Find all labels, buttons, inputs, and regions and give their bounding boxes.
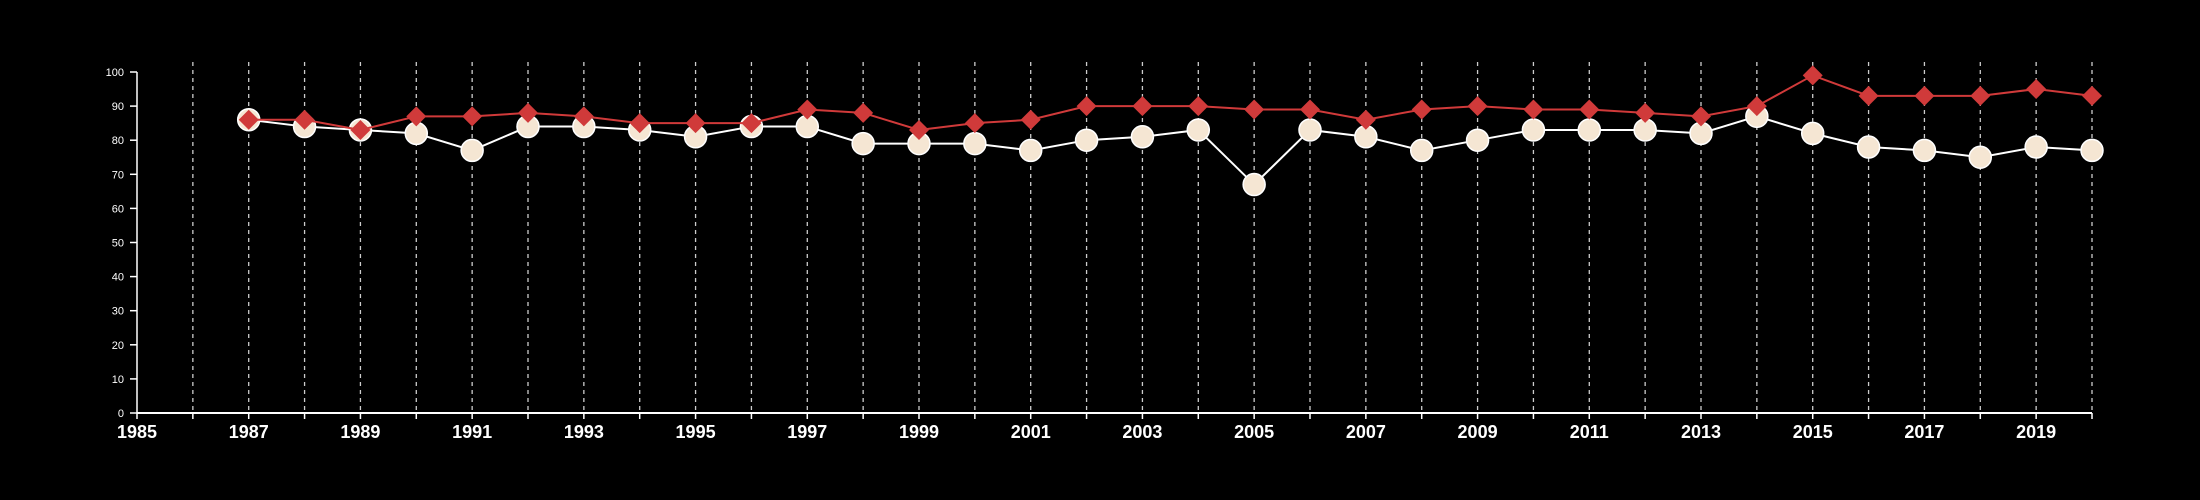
data-point-circle (1018, 138, 1043, 163)
x-tick-label: 1991 (452, 422, 492, 442)
data-point-diamond (685, 113, 706, 134)
data-point-circle (1521, 118, 1546, 142)
x-tick-label: 1987 (229, 422, 269, 442)
x-tick-label: 1997 (787, 422, 827, 442)
y-tick-label: 90 (112, 101, 124, 113)
data-point-diamond (1300, 99, 1320, 120)
data-point-circle (460, 138, 484, 163)
data-point-diamond (1355, 109, 1376, 130)
data-point-diamond (1076, 96, 1097, 117)
axes: 1985 1987 1989 1991 1993 1995 1997 1999 2001 2003… (106, 67, 2093, 442)
data-point-circle (1409, 138, 1434, 163)
data-point-diamond (350, 119, 371, 140)
data-point-diamond (1467, 96, 1488, 117)
x-tick-label: 1999 (899, 422, 939, 442)
y-tick-label: 10 (112, 374, 124, 386)
y-tick-label: 0 (118, 408, 124, 420)
data-point-circle (1577, 118, 1602, 142)
data-point-diamond (797, 99, 818, 120)
data-point-circle (1298, 118, 1322, 142)
data-point-diamond (294, 109, 315, 130)
data-point-diamond (1635, 102, 1656, 123)
data-series (236, 65, 2104, 197)
data-point-circle (1800, 121, 1825, 146)
y-tick-label: 40 (112, 272, 124, 284)
x-tick-label: 2017 (1904, 422, 1944, 442)
data-point-circle (851, 131, 875, 156)
data-point-diamond (1858, 85, 1879, 106)
data-point-circle (1186, 118, 1211, 142)
data-point-diamond (1914, 85, 1935, 106)
data-point-circle (2024, 135, 2048, 159)
x-tick-label: 2015 (1793, 422, 1833, 442)
data-point-diamond (1523, 99, 1544, 120)
x-tick-label: 2001 (1011, 422, 1051, 442)
x-tick-label: 1995 (676, 422, 716, 442)
y-tick-label: 100 (106, 67, 124, 79)
data-point-diamond (238, 109, 259, 130)
data-point-diamond (1132, 96, 1153, 117)
data-point-diamond (1244, 99, 1265, 120)
x-tick-label: 2019 (2016, 422, 2056, 442)
x-tick-label: 2009 (1458, 422, 1498, 442)
data-point-diamond (629, 113, 650, 134)
x-tick-label: 2011 (1570, 422, 1609, 442)
data-point-diamond (1691, 106, 1711, 127)
data-point-diamond (1802, 65, 1823, 86)
y-tick-label: 50 (112, 238, 124, 250)
x-tick-label: 1993 (564, 422, 604, 442)
data-point-circle (1074, 128, 1099, 152)
data-point-circle (1130, 125, 1155, 149)
data-point-circle (1465, 128, 1490, 152)
y-tick-label: 70 (112, 169, 124, 181)
data-point-diamond (1970, 85, 1991, 106)
data-point-diamond (2026, 79, 2047, 100)
data-point-diamond (741, 113, 762, 134)
data-point-diamond (909, 119, 929, 140)
data-point-diamond (1411, 99, 1432, 120)
y-tick-label: 20 (112, 340, 124, 352)
data-point-diamond (964, 113, 985, 134)
data-point-diamond (1020, 109, 1041, 130)
data-point-circle (1242, 172, 1266, 197)
data-point-diamond (1579, 99, 1600, 120)
data-point-diamond (2082, 85, 2102, 106)
data-point-diamond (1746, 96, 1767, 117)
data-point-circle (1912, 138, 1937, 163)
data-point-diamond (573, 106, 594, 127)
series-line (248, 115, 2093, 186)
data-point-diamond (518, 102, 538, 123)
x-tick-label: 1989 (340, 422, 380, 442)
series-line (248, 74, 2093, 131)
data-point-circle (1968, 145, 1993, 169)
data-point-diamond (462, 106, 483, 127)
x-tick-label: 2003 (1122, 422, 1162, 442)
y-tick-label: 60 (112, 203, 124, 215)
x-tick-label: 2005 (1234, 422, 1274, 442)
x-tick-label: 1985 (117, 422, 157, 442)
data-point-diamond (853, 102, 874, 123)
data-point-circle (2080, 138, 2104, 163)
data-point-diamond (1188, 96, 1209, 117)
x-tick-label: 2013 (1681, 422, 1721, 442)
data-point-diamond (406, 106, 427, 127)
data-point-circle (963, 131, 987, 156)
data-point-circle (1856, 135, 1881, 159)
y-tick-label: 80 (112, 135, 124, 147)
x-tick-label: 2007 (1346, 422, 1386, 442)
y-tick-label: 30 (112, 306, 124, 318)
